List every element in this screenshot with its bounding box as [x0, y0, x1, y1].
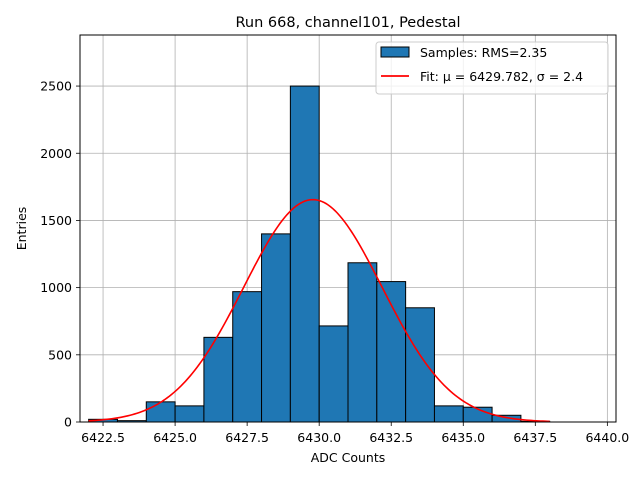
x-tick-label: 6440.0: [585, 430, 629, 445]
y-tick-label: 1500: [40, 213, 72, 228]
histogram-bar: [232, 291, 263, 423]
histogram-bar: [174, 405, 205, 423]
x-tick-label: 6427.5: [225, 430, 269, 445]
y-tick-label: 500: [48, 347, 72, 362]
x-tick-label: 6422.5: [81, 430, 125, 445]
y-axis-ticks: 0 500 1000 1500 2000 2500: [40, 79, 80, 430]
legend-samples-patch: [380, 46, 410, 58]
x-axis-ticks: 6422.5 6425.0 6427.5 6430.0 6432.5 6435.0 6437…: [81, 422, 629, 445]
histogram-bar: [433, 405, 464, 423]
x-axis-label: ADC Counts: [311, 450, 386, 465]
x-tick-label: 6432.5: [369, 430, 413, 445]
legend: Samples: RMS=2.35 Fit: μ = 6429.782, σ =…: [375, 41, 609, 95]
y-tick-label: 0: [64, 415, 72, 430]
axes-frame: [79, 34, 617, 423]
fit-layer: [88, 198, 550, 423]
histogram-bar: [261, 233, 291, 423]
legend-box: [375, 41, 609, 95]
x-tick-label: 6425.0: [153, 430, 197, 445]
histogram-bar: [318, 325, 349, 423]
y-tick-label: 2500: [40, 79, 72, 94]
y-axis-label: Entries: [14, 207, 29, 251]
legend-samples-label: Samples: RMS=2.35: [420, 45, 547, 60]
histogram-bar: [347, 262, 378, 423]
histogram-bar: [405, 307, 435, 423]
x-tick-label: 6437.5: [513, 430, 557, 445]
legend-fit-label: Fit: μ = 6429.782, σ = 2.4: [420, 69, 583, 84]
histogram-bar: [376, 281, 407, 423]
x-tick-label: 6435.0: [441, 430, 485, 445]
y-tick-label: 1000: [40, 280, 72, 295]
gaussian-fit-line: [88, 198, 550, 423]
histogram-bar: [145, 401, 176, 423]
chart-title: Run 668, channel101, Pedestal: [235, 15, 460, 31]
histogram-bar: [289, 85, 320, 423]
x-tick-label: 6430.0: [297, 430, 341, 445]
y-tick-label: 2000: [40, 146, 72, 161]
